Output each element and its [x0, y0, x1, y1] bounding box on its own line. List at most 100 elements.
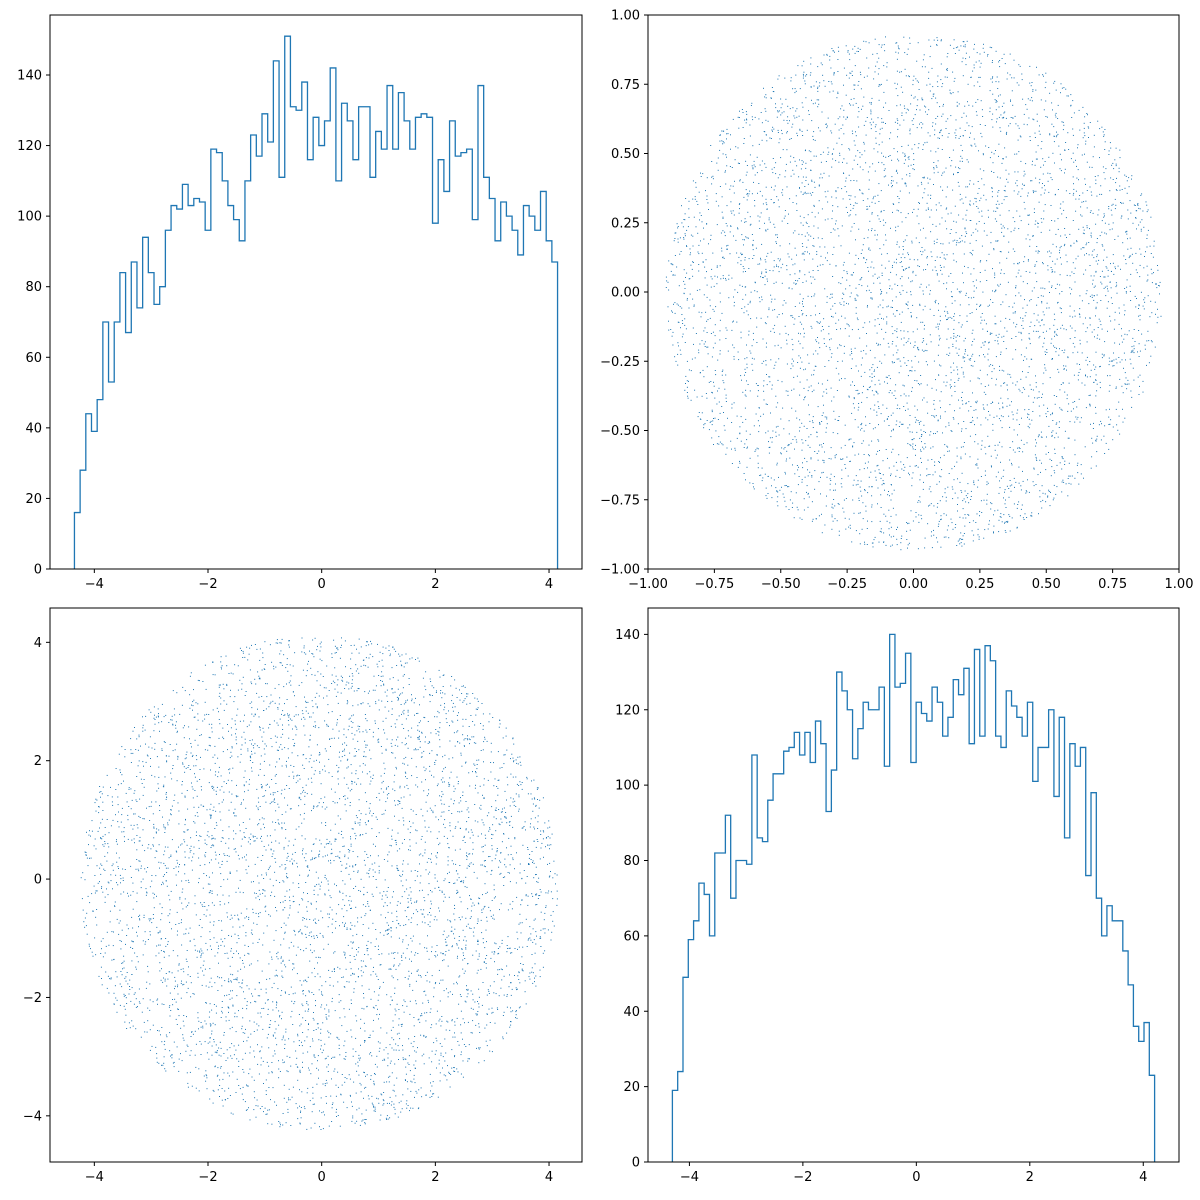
scatter-point — [941, 273, 943, 275]
scatter-point — [807, 295, 809, 297]
scatter-point — [862, 502, 864, 504]
scatter-point — [898, 210, 899, 212]
scatter-point — [812, 422, 814, 424]
scatter-point — [975, 145, 977, 147]
scatter-point — [773, 202, 775, 204]
scatter-point — [1115, 147, 1117, 149]
scatter-point — [940, 269, 942, 271]
scatter-point — [777, 110, 779, 112]
scatter-point — [689, 278, 691, 280]
scatter-point — [1126, 180, 1128, 182]
scatter-point — [1028, 418, 1030, 420]
scatter-point — [950, 430, 952, 432]
scatter-point — [977, 99, 979, 101]
scatter-point — [1074, 346, 1076, 348]
scatter-point — [1073, 192, 1075, 194]
scatter-point — [782, 407, 784, 409]
scatter-point — [1142, 380, 1144, 382]
scatter-point — [812, 258, 814, 260]
scatter-point — [964, 46, 966, 48]
scatter-point — [1094, 176, 1096, 177]
scatter-point — [711, 183, 713, 185]
scatter-point — [759, 216, 761, 218]
scatter-point — [905, 183, 907, 185]
scatter-point — [977, 207, 979, 209]
scatter-point — [918, 143, 920, 145]
scatter-point — [829, 478, 831, 480]
scatter-point — [850, 104, 852, 106]
scatter-point — [883, 169, 885, 171]
scatter-point — [843, 270, 845, 272]
scatter-point — [765, 364, 767, 366]
scatter-point — [1089, 324, 1091, 326]
scatter-point — [939, 264, 941, 266]
scatter-point — [1004, 522, 1005, 524]
scatter-point — [995, 81, 997, 83]
scatter-point — [684, 288, 686, 289]
scatter-point — [895, 384, 897, 386]
scatter-point — [977, 486, 979, 488]
scatter-point — [942, 83, 944, 85]
scatter-point — [918, 89, 920, 90]
scatter-point — [835, 190, 837, 192]
scatter-point — [826, 495, 827, 497]
scatter-point — [845, 288, 847, 290]
scatter-point — [1091, 296, 1093, 298]
scatter-point — [804, 396, 806, 398]
scatter-point — [799, 215, 801, 217]
scatter-point — [906, 457, 908, 459]
scatter-point — [1066, 274, 1068, 276]
scatter-point — [1056, 131, 1057, 133]
scatter-point — [977, 479, 979, 481]
scatter-point — [734, 180, 735, 182]
scatter-point — [938, 303, 939, 305]
scatter-point — [706, 420, 708, 421]
scatter-point — [929, 504, 931, 506]
scatter-point — [859, 48, 861, 50]
scatter-point — [965, 186, 967, 188]
scatter-point — [964, 357, 966, 359]
scatter-point — [962, 202, 964, 204]
scatter-point — [1011, 464, 1013, 466]
scatter-point — [886, 292, 888, 294]
scatter-point — [858, 51, 859, 52]
scatter-point — [752, 483, 754, 484]
scatter-point — [903, 337, 905, 339]
scatter-point — [820, 444, 822, 446]
scatter-point — [939, 364, 940, 366]
scatter-point — [1065, 483, 1067, 485]
scatter-point — [799, 187, 800, 189]
scatter-point — [686, 245, 687, 247]
scatter-point — [1131, 350, 1133, 352]
scatter-point — [886, 253, 888, 255]
scatter-point — [1070, 105, 1072, 107]
scatter-point — [788, 256, 790, 258]
scatter-point — [841, 469, 843, 471]
scatter-point — [1086, 242, 1088, 244]
scatter-point — [733, 301, 735, 303]
scatter-point — [830, 447, 832, 449]
scatter-point — [720, 278, 722, 280]
scatter-point — [868, 247, 870, 249]
scatter-point — [932, 86, 934, 88]
scatter-point — [913, 164, 915, 165]
scatter-point — [835, 191, 837, 193]
scatter-point — [763, 360, 765, 362]
scatter-point — [801, 163, 803, 165]
scatter-point — [922, 293, 924, 295]
scatter-point — [744, 443, 746, 445]
scatter-point — [676, 303, 678, 305]
scatter-point — [975, 101, 977, 103]
scatter-point — [1113, 352, 1114, 354]
scatter-point — [1049, 173, 1051, 175]
scatter-point — [846, 271, 848, 273]
scatter-point — [1054, 194, 1056, 196]
scatter-point — [843, 67, 845, 69]
scatter-point — [1008, 173, 1010, 175]
scatter-point — [1101, 231, 1103, 233]
scatter-point — [959, 481, 961, 483]
scatter-point — [730, 210, 732, 212]
scatter-point — [865, 120, 867, 122]
scatter-point — [745, 271, 746, 272]
scatter-point — [1027, 192, 1029, 194]
